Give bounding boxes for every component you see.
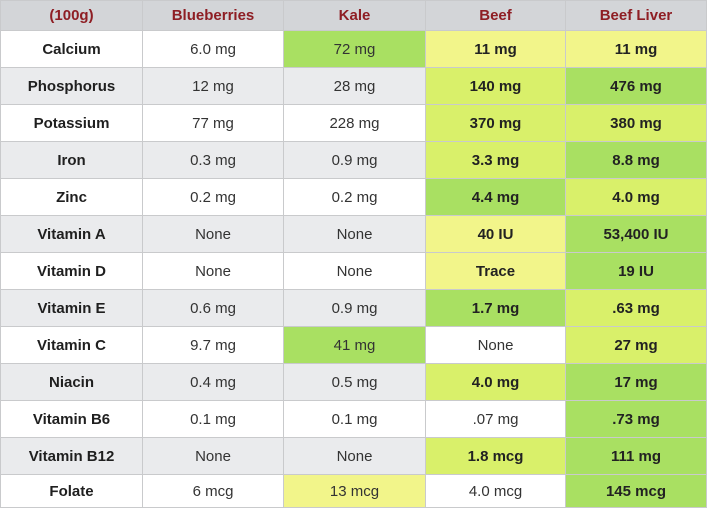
table-row: Iron 0.3 mg 0.9 mg 3.3 mg 8.8 mg — [0, 141, 707, 179]
cell-beef: 11 mg — [425, 30, 566, 68]
table-body: Calcium 6.0 mg 72 mg 11 mg 11 mg Phosphorus 12… — [0, 30, 707, 508]
nutrient-label: Potassium — [0, 104, 143, 142]
cell-beef-liver: .63 mg — [565, 289, 707, 327]
cell-kale: 41 mg — [283, 326, 426, 364]
cell-beef: 4.0 mcg — [425, 474, 566, 508]
cell-beef: 40 IU — [425, 215, 566, 253]
cell-beef: 4.0 mg — [425, 363, 566, 401]
nutrient-label: Vitamin B12 — [0, 437, 143, 475]
cell-beef-liver: 27 mg — [565, 326, 707, 364]
cell-beef-liver: 17 mg — [565, 363, 707, 401]
cell-beef-liver: 380 mg — [565, 104, 707, 142]
table-row: Potassium 77 mg 228 mg 370 mg 380 mg — [0, 104, 707, 142]
header-beef: Beef — [425, 0, 566, 31]
table-row: Niacin 0.4 mg 0.5 mg 4.0 mg 17 mg — [0, 363, 707, 401]
cell-beef-liver: 4.0 mg — [565, 178, 707, 216]
nutrient-label: Vitamin A — [0, 215, 143, 253]
cell-beef-liver: 111 mg — [565, 437, 707, 475]
cell-blueberries: None — [142, 252, 284, 290]
table-row: Vitamin B6 0.1 mg 0.1 mg .07 mg .73 mg — [0, 400, 707, 438]
table-row: Vitamin B12 None None 1.8 mcg 111 mg — [0, 437, 707, 475]
cell-kale: 28 mg — [283, 67, 426, 105]
cell-beef-liver: 476 mg — [565, 67, 707, 105]
table-row: Zinc 0.2 mg 0.2 mg 4.4 mg 4.0 mg — [0, 178, 707, 216]
cell-kale: 228 mg — [283, 104, 426, 142]
table-row: Vitamin A None None 40 IU 53,400 IU — [0, 215, 707, 253]
header-blueberries: Blueberries — [142, 0, 284, 31]
cell-beef: 140 mg — [425, 67, 566, 105]
cell-kale: 0.1 mg — [283, 400, 426, 438]
cell-blueberries: 9.7 mg — [142, 326, 284, 364]
nutrient-label: Calcium — [0, 30, 143, 68]
table-row: Phosphorus 12 mg 28 mg 140 mg 476 mg — [0, 67, 707, 105]
nutrient-label: Phosphorus — [0, 67, 143, 105]
cell-beef: 370 mg — [425, 104, 566, 142]
cell-beef: 1.8 mcg — [425, 437, 566, 475]
table-row: Vitamin E 0.6 mg 0.9 mg 1.7 mg .63 mg — [0, 289, 707, 327]
cell-beef-liver: 8.8 mg — [565, 141, 707, 179]
cell-beef-liver: 19 IU — [565, 252, 707, 290]
cell-beef: .07 mg — [425, 400, 566, 438]
cell-beef-liver: 145 mcg — [565, 474, 707, 508]
header-serving-size: (100g) — [0, 0, 143, 31]
header-kale: Kale — [283, 0, 426, 31]
nutrient-label: Folate — [0, 474, 143, 508]
cell-blueberries: 6 mcg — [142, 474, 284, 508]
cell-beef: 4.4 mg — [425, 178, 566, 216]
cell-beef-liver: .73 mg — [565, 400, 707, 438]
table-row: Vitamin C 9.7 mg 41 mg None 27 mg — [0, 326, 707, 364]
cell-beef-liver: 53,400 IU — [565, 215, 707, 253]
cell-kale: 0.5 mg — [283, 363, 426, 401]
nutrient-label: Iron — [0, 141, 143, 179]
cell-beef: Trace — [425, 252, 566, 290]
header-row: (100g) Blueberries Kale Beef Beef Liver — [0, 0, 707, 31]
header-beef-liver: Beef Liver — [565, 0, 707, 31]
cell-kale: 0.2 mg — [283, 178, 426, 216]
nutrient-label: Vitamin D — [0, 252, 143, 290]
table-row: Folate 6 mcg 13 mcg 4.0 mcg 145 mcg — [0, 474, 707, 508]
nutrient-label: Zinc — [0, 178, 143, 216]
nutrient-label: Niacin — [0, 363, 143, 401]
cell-blueberries: 6.0 mg — [142, 30, 284, 68]
cell-kale: 0.9 mg — [283, 141, 426, 179]
cell-kale: None — [283, 437, 426, 475]
cell-beef: 1.7 mg — [425, 289, 566, 327]
cell-kale: None — [283, 215, 426, 253]
cell-blueberries: None — [142, 215, 284, 253]
cell-blueberries: None — [142, 437, 284, 475]
cell-blueberries: 77 mg — [142, 104, 284, 142]
cell-blueberries: 0.4 mg — [142, 363, 284, 401]
cell-blueberries: 0.3 mg — [142, 141, 284, 179]
table-row: Vitamin D None None Trace 19 IU — [0, 252, 707, 290]
cell-blueberries: 0.6 mg — [142, 289, 284, 327]
table-header: (100g) Blueberries Kale Beef Beef Liver — [0, 0, 707, 31]
nutrient-label: Vitamin E — [0, 289, 143, 327]
cell-beef: None — [425, 326, 566, 364]
nutrient-label: Vitamin B6 — [0, 400, 143, 438]
cell-beef: 3.3 mg — [425, 141, 566, 179]
cell-blueberries: 0.2 mg — [142, 178, 284, 216]
table-row: Calcium 6.0 mg 72 mg 11 mg 11 mg — [0, 30, 707, 68]
cell-kale: None — [283, 252, 426, 290]
nutrient-label: Vitamin C — [0, 326, 143, 364]
cell-beef-liver: 11 mg — [565, 30, 707, 68]
cell-kale: 72 mg — [283, 30, 426, 68]
cell-kale: 13 mcg — [283, 474, 426, 508]
cell-blueberries: 0.1 mg — [142, 400, 284, 438]
cell-kale: 0.9 mg — [283, 289, 426, 327]
cell-blueberries: 12 mg — [142, 67, 284, 105]
